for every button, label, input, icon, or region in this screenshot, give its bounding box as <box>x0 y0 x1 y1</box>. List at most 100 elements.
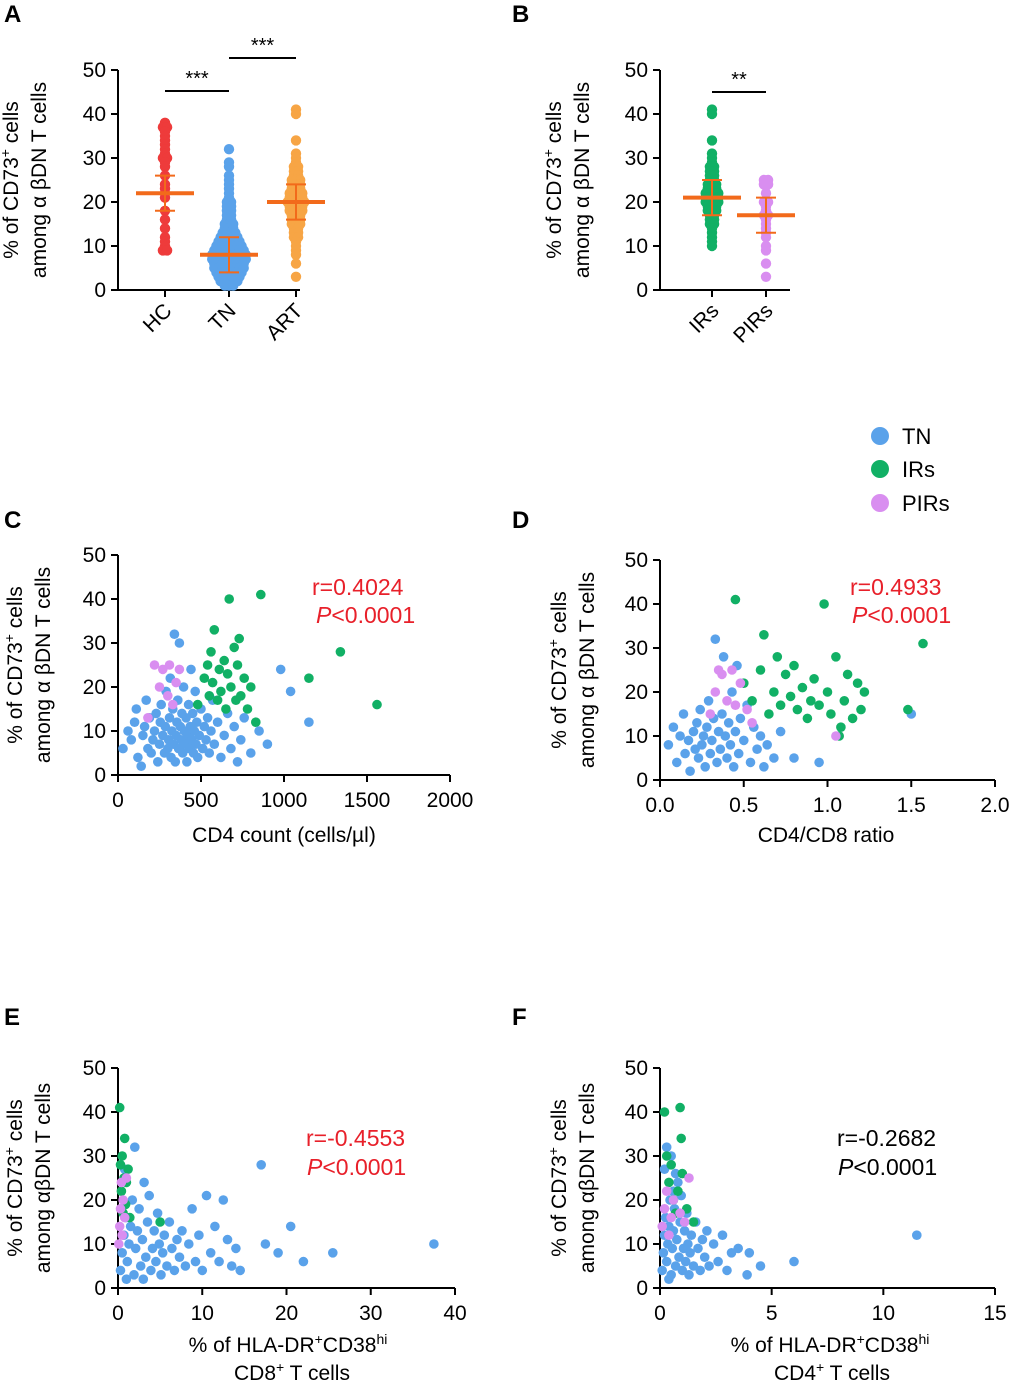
point-e-tn-13 <box>137 1234 148 1245</box>
point-c-tn-72 <box>216 752 226 763</box>
point-f-tn-38 <box>722 1265 732 1276</box>
point-f-tn-26 <box>686 1230 697 1240</box>
point-c-tn-68 <box>206 726 216 736</box>
point-c-tn-76 <box>229 721 239 732</box>
point-b-pirs-18 <box>760 258 772 269</box>
point-d-irs-24 <box>842 669 853 680</box>
point-f-tn-30 <box>695 1265 705 1276</box>
point-d-irs-18 <box>819 599 829 609</box>
point-f-tn-35 <box>708 1239 719 1249</box>
point-c-irs-21 <box>242 704 253 714</box>
ylabel-line1-a-f: % of CD73 <box>548 1155 571 1257</box>
point-f-tn-24 <box>684 1270 694 1280</box>
legend-tn-label: TN <box>902 424 931 449</box>
point-c-tn-32 <box>169 629 180 639</box>
point-d-irs-16 <box>809 674 819 684</box>
sig-label-b-0: ** <box>731 69 747 91</box>
point-d-tn-13 <box>697 740 707 750</box>
point-d-irs-15 <box>806 696 816 706</box>
point-a-tn-2 <box>223 161 235 172</box>
point-b-irs-1 <box>706 108 718 120</box>
point-e-tn-53 <box>298 1256 309 1267</box>
point-c-tn-60 <box>192 752 203 763</box>
point-c-tn-19 <box>156 699 166 710</box>
point-e-tn-41 <box>205 1248 216 1258</box>
point-d-tn-41 <box>752 744 762 754</box>
point-d-irs-7 <box>772 652 783 662</box>
point-e-pirs-4 <box>117 1230 127 1240</box>
point-e-tn-19 <box>147 1243 158 1254</box>
point-d-irs-9 <box>780 669 791 680</box>
point-e-tn-36 <box>187 1204 197 1214</box>
point-e-irs-2 <box>116 1186 127 1196</box>
y-tick-label-e-40: 40 <box>83 1101 106 1124</box>
point-d-irs-25 <box>847 713 858 724</box>
point-d-tn-1 <box>668 722 679 732</box>
ylabel-line1-a-c: % of CD73 <box>4 642 27 744</box>
point-c-irs-20 <box>239 673 249 683</box>
point-c-tn-5 <box>133 752 143 763</box>
point-c-tn-12 <box>146 748 156 758</box>
point-d-tn-28 <box>722 753 732 763</box>
point-f-tn-45 <box>912 1230 922 1240</box>
point-d-irs-27 <box>856 704 866 715</box>
point-c-tn-1 <box>123 726 133 736</box>
point-e-tn-37 <box>190 1256 201 1267</box>
point-d-tn-8 <box>688 726 699 737</box>
point-e-tn-29 <box>167 1243 177 1254</box>
point-d-tn-21 <box>710 634 721 644</box>
x-tick-label-c-1500: 1500 <box>344 789 391 812</box>
x-tick-label-a-tn: TN <box>204 299 240 335</box>
ylabel-line1-a-b: % of CD73 <box>543 157 566 259</box>
point-e-tn-12 <box>135 1261 146 1271</box>
point-d-tn-44 <box>762 740 772 750</box>
sig-label-a-1: *** <box>251 35 275 57</box>
point-e-tn-46 <box>226 1261 237 1271</box>
point-f-tn-21 <box>680 1256 691 1267</box>
point-e-tn-43 <box>214 1256 224 1267</box>
ylabel-b: % of CD73+ cells among α βDN T cells <box>540 82 594 278</box>
point-e-tn-50 <box>260 1239 271 1249</box>
point-d-irs-21 <box>831 652 841 662</box>
point-f-tn-25 <box>685 1248 695 1258</box>
point-f-tn-46 <box>661 1142 672 1152</box>
x-tick-label-d-0.0: 0.0 <box>645 794 674 817</box>
point-e-tn-58 <box>121 1274 132 1284</box>
corr-p-c-rest: <0.0001 <box>331 602 415 628</box>
point-b-pirs-15 <box>760 232 772 243</box>
point-c-irs-9 <box>216 686 226 697</box>
point-e-tn-25 <box>157 1248 168 1258</box>
point-e-tn-10 <box>132 1226 143 1236</box>
point-d-irs-5 <box>764 709 774 719</box>
ylabel-line1-sup-a: + <box>0 149 13 157</box>
point-f-tn-37 <box>717 1230 728 1240</box>
point-b-pirs-3 <box>762 179 774 190</box>
corr-p-e-rest: <0.0001 <box>322 1154 406 1180</box>
corr-p-d-italic: P <box>852 602 868 628</box>
point-c-irs-26 <box>335 647 346 657</box>
point-c-irs-14 <box>226 682 236 692</box>
point-f-pirs-3 <box>664 1230 674 1240</box>
point-d-pirs-10 <box>831 731 841 741</box>
point-e-tn-16 <box>142 1217 153 1227</box>
point-c-tn-47 <box>182 757 192 767</box>
x-tick-label-d-0.5: 0.5 <box>729 794 758 817</box>
point-e-tn-49 <box>256 1160 267 1170</box>
ylabel-line1-a-a: % of CD73 <box>0 157 23 259</box>
point-b-irs-48 <box>706 240 718 252</box>
point-e-tn-34 <box>180 1261 191 1271</box>
x-tick-label-f-5: 5 <box>766 1302 778 1325</box>
point-e-tn-40 <box>201 1190 212 1201</box>
x-tick-label-b-irs: IRs <box>685 299 724 338</box>
point-d-tn-30 <box>725 740 736 750</box>
point-d-pirs-5 <box>727 665 737 675</box>
x-tick-label-e-30: 30 <box>359 1302 382 1325</box>
point-e-tn-31 <box>172 1234 182 1245</box>
point-a-art-62 <box>290 271 302 282</box>
ylabel-c: % of CD73+ cells among α βDN T cells <box>1 567 55 763</box>
point-d-tn-25 <box>717 709 727 719</box>
point-c-irs-25 <box>304 673 314 683</box>
point-e-tn-14 <box>139 1177 149 1188</box>
y-tick-label-b-0: 0 <box>636 279 648 302</box>
xlabel-f-line2: CD4+ T cells <box>774 1359 890 1385</box>
